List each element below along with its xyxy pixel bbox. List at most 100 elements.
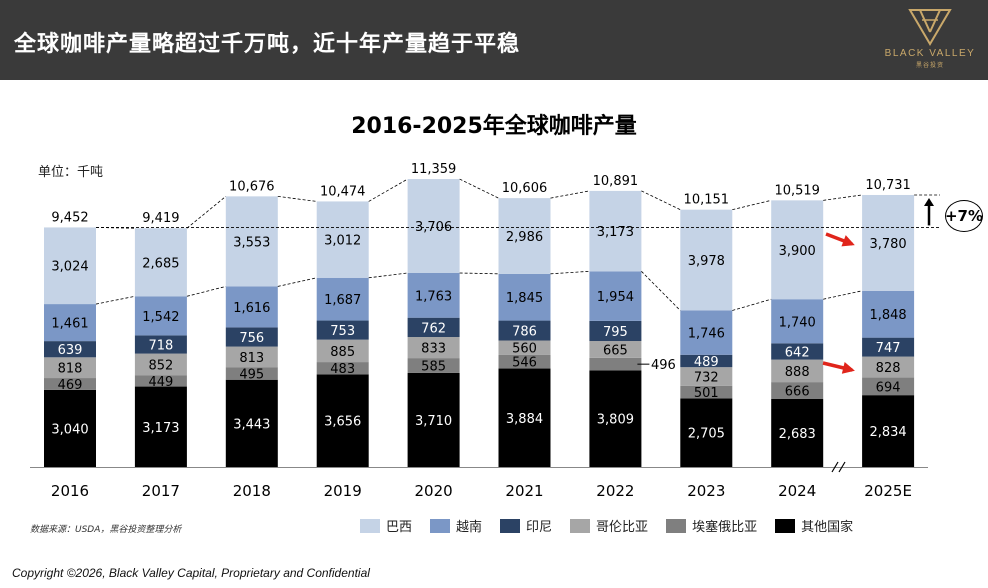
data-label-2018-印尼: 756 [239, 331, 264, 346]
bar-segment-2020-印尼 [407, 317, 460, 338]
bar-segment-2018-巴西 [225, 196, 278, 287]
bar-segment-2025E-巴西 [862, 194, 915, 291]
bar-segment-2025E-印尼 [862, 337, 915, 357]
total-connector [823, 194, 863, 201]
bar-segment-2019-越南 [316, 277, 369, 321]
data-label-2017-巴西: 2,685 [142, 256, 179, 271]
bar-segment-2025E-埃塞俄比亚 [862, 377, 915, 396]
data-label-2023-印尼: 489 [694, 355, 719, 370]
data-label-2018-埃塞俄比亚: 495 [239, 367, 264, 382]
x-tick-2020: 2020 [415, 482, 453, 500]
brazil-base-connector [823, 290, 863, 300]
bar-segment-2018-其他国家 [225, 379, 278, 467]
data-label-2022-其他国家: 3,809 [597, 413, 634, 428]
x-tick-2025E: 2025E [864, 482, 912, 500]
brazil-base-connector [641, 271, 681, 311]
data-label-2017-哥伦比亚: 852 [148, 358, 173, 373]
data-label-2016-哥伦比亚: 818 [58, 362, 83, 377]
brazil-base-connector [368, 272, 408, 279]
x-tick-2023: 2023 [687, 482, 725, 500]
data-label-2017-埃塞俄比亚: 449 [148, 375, 173, 390]
bar-segment-2023-巴西 [680, 209, 733, 311]
data-label-2021-巴西: 2,986 [506, 230, 543, 245]
total-label-2024: 10,519 [774, 183, 820, 198]
data-label-2016-越南: 1,461 [51, 317, 88, 332]
data-label-2023-其他国家: 2,705 [688, 427, 725, 442]
change-badge: +7% [945, 200, 983, 232]
total-connector [641, 190, 681, 211]
bar-segment-2020-巴西 [407, 179, 460, 273]
axis-break-mark [838, 461, 846, 473]
x-tick-2017: 2017 [142, 482, 180, 500]
data-label-2024-哥伦比亚: 888 [785, 365, 810, 380]
increase-arrowhead-icon [924, 197, 934, 206]
bar-segment-2021-其他国家 [498, 368, 551, 467]
bar-segment-2017-印尼 [134, 335, 187, 354]
data-label-2020-其他国家: 3,710 [415, 414, 452, 429]
bar-segment-2020-其他国家 [407, 372, 460, 467]
bar-segment-2017-埃塞俄比亚 [134, 375, 187, 387]
bar-segment-2021-埃塞俄比亚 [498, 354, 551, 369]
data-label-2022-巴西: 3,173 [597, 225, 634, 240]
bar-segment-2018-埃塞俄比亚 [225, 367, 278, 380]
data-label-2021-其他国家: 3,884 [506, 412, 543, 427]
brazil-base-connector [459, 272, 499, 275]
data-label-2017-越南: 1,542 [142, 310, 179, 325]
legend-swatch [360, 518, 380, 533]
bar-segment-2018-哥伦比亚 [225, 346, 278, 368]
bar-segment-2023-埃塞俄比亚 [680, 385, 733, 399]
total-label-2021: 10,606 [502, 181, 548, 196]
bar-segment-2020-越南 [407, 272, 460, 318]
bar-segment-2016-埃塞俄比亚 [44, 378, 96, 390]
x-tick-2019: 2019 [324, 482, 362, 500]
bar-segment-2016-哥伦比亚 [44, 357, 96, 379]
data-label-2024-越南: 1,740 [779, 315, 816, 330]
bar-segment-2023-越南 [680, 310, 733, 355]
bar-segment-2024-埃塞俄比亚 [771, 382, 824, 399]
page-title: 全球咖啡产量略超过千万吨，近十年产量趋于平稳 [14, 32, 521, 57]
data-label-2018-巴西: 3,553 [233, 235, 270, 250]
total-connector [186, 196, 227, 229]
data-label-2022-哥伦比亚: 665 [603, 343, 628, 358]
bar-segment-2024-哥伦比亚 [771, 359, 824, 383]
data-label-2016-埃塞俄比亚: 469 [58, 378, 83, 393]
data-label-2024-埃塞俄比亚: 666 [785, 385, 810, 400]
data-label-2020-印尼: 762 [421, 321, 446, 336]
data-label-2024-印尼: 642 [785, 345, 810, 360]
data-label-2019-印尼: 753 [330, 324, 355, 339]
x-tick-2018: 2018 [233, 482, 271, 500]
chart-title: 2016-2025年全球咖啡产量 [351, 114, 637, 139]
brazil-highlight-arrow-icon-head [841, 235, 855, 247]
legend-item-其他国家: 其他国家 [775, 516, 853, 535]
data-label-2020-哥伦比亚: 833 [421, 342, 446, 357]
bar-segment-2017-哥伦比亚 [134, 353, 187, 376]
total-connector [550, 190, 590, 199]
bar-segment-2022-哥伦比亚 [589, 341, 642, 358]
bar-segment-2019-埃塞俄比亚 [316, 362, 369, 375]
bar-segment-2021-越南 [498, 273, 551, 321]
black-valley-logo-icon [908, 9, 952, 46]
legend-swatch [666, 518, 687, 533]
axis-break-mark [831, 461, 839, 473]
data-label-2018-其他国家: 3,443 [233, 417, 270, 432]
data-label-2023-哥伦比亚: 732 [694, 370, 719, 385]
data-label-2019-其他国家: 3,656 [324, 415, 361, 430]
bar-segment-2017-巴西 [134, 228, 187, 297]
total-label-2016: 9,452 [51, 210, 88, 225]
bar-segment-2024-越南 [771, 299, 824, 344]
data-label-2019-哥伦比亚: 885 [330, 345, 355, 360]
data-label-2020-埃塞俄比亚: 585 [421, 360, 446, 375]
brazil-base-connector [550, 270, 590, 275]
data-label-2016-其他国家: 3,040 [51, 422, 88, 437]
total-connector [277, 195, 317, 202]
data-label-2022-印尼: 795 [603, 325, 628, 340]
data-label-2024-其他国家: 2,683 [779, 427, 816, 442]
legend-item-巴西: 巴西 [360, 516, 412, 535]
legend-item-印尼: 印尼 [500, 516, 552, 535]
data-label-2025E-印尼: 747 [876, 341, 901, 356]
bar-segment-2019-其他国家 [316, 374, 369, 467]
bar-segment-2020-埃塞俄比亚 [407, 358, 460, 373]
data-label-2025E-越南: 1,848 [869, 308, 906, 323]
data-label-2023-巴西: 3,978 [688, 254, 725, 269]
